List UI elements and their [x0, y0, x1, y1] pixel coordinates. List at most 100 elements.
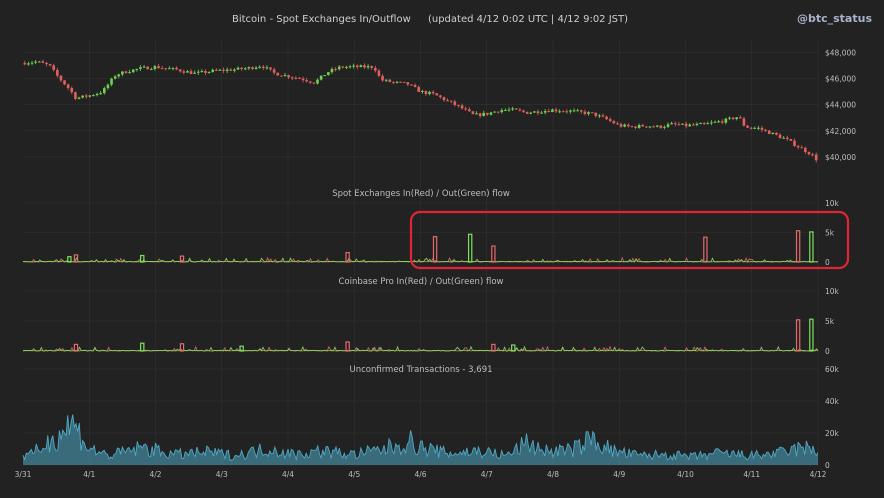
candle-body — [710, 122, 713, 124]
candle-body — [337, 66, 341, 70]
inflow-spike-bar — [179, 343, 185, 352]
candle-body — [200, 70, 204, 72]
candle-body — [446, 100, 449, 102]
candle-body — [92, 95, 95, 97]
candle-body — [442, 97, 446, 101]
candle-body — [760, 127, 764, 130]
candle-body — [413, 84, 417, 87]
candle-body — [536, 111, 540, 114]
candle-body — [663, 126, 666, 128]
candle-body — [251, 67, 254, 69]
candle-body — [804, 147, 807, 153]
candle-body — [193, 72, 196, 74]
candle-body — [457, 104, 460, 106]
candle-body — [785, 137, 789, 139]
candle-body — [601, 115, 605, 117]
candle-body — [30, 62, 34, 64]
candle-body — [178, 69, 182, 72]
candle-body — [316, 79, 319, 84]
candle-body — [522, 110, 525, 112]
inflow-spike-bar — [345, 341, 350, 352]
y-tick-label: 0 — [825, 258, 830, 267]
candle-body — [341, 66, 345, 68]
candle-body — [103, 88, 106, 94]
candle-body — [366, 66, 370, 68]
candle-body — [186, 71, 189, 73]
candle-body — [673, 123, 677, 125]
candle-body — [533, 111, 536, 113]
candle-body — [294, 77, 298, 79]
y-tick-label: $44,000 — [825, 101, 856, 110]
candle-body — [63, 80, 66, 85]
y-tick-label: $40,000 — [825, 153, 856, 162]
spot-exchanges-panel: 10k 5k 0 Spot Exchanges In(Red) / Out(Green… — [22, 189, 840, 267]
y-tick-label: 5k — [825, 317, 835, 326]
candle-body — [370, 66, 374, 68]
candle-body — [77, 97, 81, 99]
candle-body — [218, 69, 222, 71]
candle-body — [48, 64, 52, 66]
candle-body — [616, 123, 619, 125]
candle-body — [439, 95, 442, 98]
candle-body — [742, 118, 746, 126]
candle-body — [59, 75, 63, 81]
candle-body — [551, 109, 554, 113]
inflow-spike-bar — [703, 236, 708, 263]
candle-body — [23, 62, 27, 65]
inflow-spike-bar — [795, 230, 801, 263]
candle-body — [168, 68, 171, 70]
y-tick-label: $42,000 — [825, 127, 856, 136]
candle-body — [392, 81, 395, 83]
candle-body — [670, 123, 673, 125]
candle-body — [749, 127, 753, 129]
candle-body — [807, 152, 811, 155]
x-tick-label: 4/1 — [83, 470, 95, 479]
candle-body — [70, 88, 74, 93]
candle-body — [677, 124, 681, 126]
candle-body — [500, 110, 504, 113]
x-tick-label: 4/3 — [216, 470, 228, 479]
candle-body — [746, 125, 749, 128]
candle-body — [421, 90, 424, 92]
candle-body — [258, 66, 261, 68]
unconfirmed-panel: 60k 40k 20k 0 Unconfirmed Transactions - 3,6… — [22, 365, 840, 470]
candle-body — [272, 69, 276, 73]
candle-body — [355, 65, 359, 68]
candle-body — [189, 71, 193, 74]
outflow-spike-bar — [511, 344, 516, 352]
candle-body — [139, 67, 142, 69]
candle-body — [312, 82, 316, 84]
price-panel: $40,000 $42,000 $44,000 $46,000 $48,000 — [23, 49, 856, 163]
brand-handle: @btc_status — [797, 12, 872, 25]
panel-title: Unconfirmed Transactions - 3,691 — [349, 365, 492, 375]
candle-body — [41, 61, 45, 63]
candle-body — [645, 126, 648, 128]
x-tick-label: 4/11 — [743, 470, 760, 479]
inflow-spike-bar — [491, 343, 496, 352]
candle-body — [121, 71, 124, 75]
candle-body — [388, 79, 392, 82]
candle-body — [113, 76, 117, 79]
candle-body — [395, 81, 399, 83]
candle-body — [319, 75, 323, 80]
candle-body — [225, 69, 229, 71]
candle-body — [305, 80, 308, 82]
outflow-spike-bar — [140, 254, 145, 263]
candle-body — [782, 137, 785, 139]
candle-body — [45, 62, 48, 65]
candle-body — [478, 113, 482, 116]
candle-body — [142, 66, 146, 68]
candle-body — [489, 112, 493, 115]
y-tick-label: $46,000 — [825, 75, 856, 84]
candle-body — [301, 78, 305, 81]
candle-body — [99, 93, 102, 95]
candle-body — [547, 111, 551, 113]
candle-body — [290, 77, 294, 79]
candle-body — [706, 123, 710, 125]
outflow-spike-bar — [140, 342, 145, 352]
outflow-spike-bar — [809, 231, 814, 263]
candle-body — [655, 125, 659, 127]
candle-body — [276, 72, 280, 76]
candle-body — [775, 132, 778, 135]
